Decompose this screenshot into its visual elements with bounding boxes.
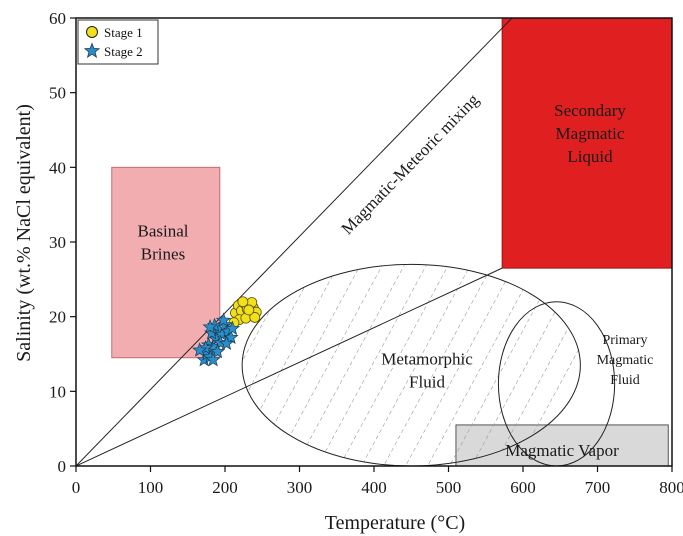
region-label-magmatic-vapor: Magmatic Vapor xyxy=(505,441,619,460)
legend-label-stage-1: Stage 1 xyxy=(104,25,143,40)
regions-layer xyxy=(111,18,672,466)
x-tick-label: 500 xyxy=(436,478,462,497)
region-label-primary-magmatic-fluid: Magmatic xyxy=(597,353,654,368)
lines-layer xyxy=(76,18,513,466)
point-stage-2 xyxy=(205,351,221,367)
point-stage-2 xyxy=(215,312,232,327)
lower-boundary-line xyxy=(76,267,503,466)
region-label-secondary-magmatic-liquid: Liquid xyxy=(567,147,613,166)
y-axis: 0 10 20 30 40 50 60 xyxy=(49,9,76,476)
legend-label-stage-2: Stage 2 xyxy=(104,44,143,59)
x-axis: 0 100 200 300 400 500 600 700 800 xyxy=(72,466,683,497)
point-stage-2 xyxy=(192,342,208,357)
x-tick-label: 700 xyxy=(585,478,611,497)
x-axis-title: Temperature (°C) xyxy=(325,512,465,534)
region-secondary-magmatic-liquid xyxy=(501,18,672,269)
mixing-line-label: Magmatic-Meteoric mixing xyxy=(338,90,483,239)
points-layer xyxy=(192,296,262,367)
point-stage-1 xyxy=(237,296,249,308)
y-axis-title: Salinity (wt.% NaCl equivalent) xyxy=(13,104,35,362)
point-stage-2 xyxy=(218,335,235,350)
point-stage-1 xyxy=(249,312,261,323)
x-tick-label: 100 xyxy=(138,478,164,497)
legend: Stage 1 Stage 2 xyxy=(77,19,159,65)
region-metamorphic-fluid xyxy=(241,263,581,466)
point-stage-1 xyxy=(243,304,255,316)
x-tick-label: 0 xyxy=(72,478,81,497)
region-label-primary-magmatic-fluid: Primary xyxy=(602,333,647,348)
y-tick-label: 10 xyxy=(49,382,66,401)
mixing-line xyxy=(76,18,513,466)
region-label-secondary-magmatic-liquid: Magmatic xyxy=(556,124,625,143)
point-stage-2 xyxy=(209,343,226,359)
y-tick-label: 20 xyxy=(49,308,66,327)
x-tick-label: 800 xyxy=(659,478,683,497)
region-magmatic-vapor xyxy=(455,424,669,466)
region-label-basinal-brines: Brines xyxy=(141,245,185,264)
region-label-basinal-brines: Basinal xyxy=(138,222,189,241)
point-stage-2 xyxy=(202,319,218,334)
legend-marker-stage-1 xyxy=(86,26,98,38)
y-tick-label: 50 xyxy=(49,84,66,103)
x-tick-label: 300 xyxy=(287,478,313,497)
point-stage-2 xyxy=(224,320,241,336)
y-tick-label: 0 xyxy=(58,457,67,476)
y-tick-label: 30 xyxy=(49,233,66,252)
region-label-secondary-magmatic-liquid: Secondary xyxy=(554,101,626,120)
region-primary-magmatic-fluid xyxy=(497,301,616,466)
x-tick-label: 200 xyxy=(212,478,238,497)
x-tick-label: 400 xyxy=(361,478,387,497)
region-basinal-brines xyxy=(111,166,221,359)
plot-area xyxy=(76,18,672,466)
y-tick-label: 60 xyxy=(49,9,66,28)
y-tick-label: 40 xyxy=(49,158,66,177)
region-label-metamorphic-fluid: Metamorphic xyxy=(381,350,473,369)
legend-marker-stage-2 xyxy=(83,42,101,58)
point-stage-2 xyxy=(223,329,239,345)
region-label-metamorphic-fluid: Fluid xyxy=(409,373,445,392)
region-label-primary-magmatic-fluid: Fluid xyxy=(610,373,640,388)
x-tick-label: 600 xyxy=(510,478,536,497)
